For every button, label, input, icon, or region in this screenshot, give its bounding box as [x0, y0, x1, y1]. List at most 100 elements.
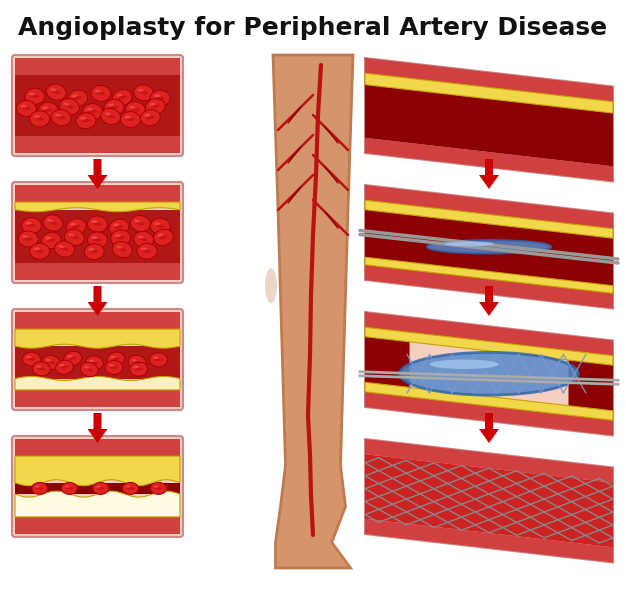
Polygon shape: [365, 383, 613, 420]
Ellipse shape: [66, 218, 86, 235]
Ellipse shape: [93, 483, 109, 494]
Ellipse shape: [118, 96, 126, 99]
Polygon shape: [365, 265, 613, 308]
Ellipse shape: [46, 84, 66, 101]
Ellipse shape: [134, 231, 153, 248]
Ellipse shape: [80, 117, 86, 120]
Ellipse shape: [138, 236, 143, 239]
Ellipse shape: [145, 114, 150, 117]
Ellipse shape: [29, 93, 35, 95]
Ellipse shape: [64, 229, 85, 246]
Ellipse shape: [36, 365, 41, 368]
Ellipse shape: [427, 240, 551, 253]
Ellipse shape: [125, 102, 145, 118]
Ellipse shape: [88, 248, 94, 250]
Ellipse shape: [59, 364, 64, 367]
Ellipse shape: [71, 225, 81, 228]
Ellipse shape: [123, 483, 138, 494]
Ellipse shape: [429, 359, 499, 369]
FancyBboxPatch shape: [12, 182, 183, 283]
Ellipse shape: [130, 106, 135, 109]
Ellipse shape: [128, 355, 146, 369]
Ellipse shape: [70, 223, 76, 226]
Ellipse shape: [22, 235, 28, 238]
Ellipse shape: [44, 109, 53, 112]
Ellipse shape: [64, 486, 69, 488]
Ellipse shape: [133, 361, 141, 364]
Ellipse shape: [93, 223, 102, 226]
Ellipse shape: [111, 358, 120, 361]
Polygon shape: [365, 327, 409, 397]
Ellipse shape: [70, 236, 79, 239]
Ellipse shape: [22, 107, 31, 110]
Ellipse shape: [30, 243, 49, 259]
Ellipse shape: [150, 103, 155, 106]
Bar: [15, 263, 180, 280]
Ellipse shape: [21, 105, 26, 108]
Ellipse shape: [88, 232, 108, 248]
Polygon shape: [88, 159, 108, 189]
Ellipse shape: [59, 245, 64, 248]
Ellipse shape: [51, 109, 71, 126]
Ellipse shape: [133, 366, 139, 368]
Ellipse shape: [38, 367, 46, 370]
Ellipse shape: [106, 114, 115, 118]
Ellipse shape: [91, 236, 98, 239]
Ellipse shape: [154, 95, 160, 97]
Ellipse shape: [156, 224, 165, 228]
Polygon shape: [365, 58, 613, 102]
Ellipse shape: [85, 356, 103, 370]
Ellipse shape: [26, 356, 31, 358]
Polygon shape: [365, 58, 613, 181]
Polygon shape: [273, 55, 353, 568]
Ellipse shape: [85, 244, 104, 260]
FancyBboxPatch shape: [12, 55, 183, 156]
Ellipse shape: [88, 216, 108, 232]
Ellipse shape: [27, 224, 36, 227]
Polygon shape: [365, 519, 613, 562]
Ellipse shape: [91, 220, 98, 223]
Polygon shape: [568, 350, 613, 420]
Ellipse shape: [49, 221, 58, 225]
Ellipse shape: [154, 223, 160, 225]
Polygon shape: [365, 200, 613, 238]
Polygon shape: [365, 200, 613, 293]
Polygon shape: [15, 329, 180, 348]
Ellipse shape: [57, 116, 66, 120]
Ellipse shape: [23, 352, 41, 366]
Ellipse shape: [126, 486, 130, 488]
Ellipse shape: [125, 115, 130, 118]
Bar: [15, 483, 180, 494]
Ellipse shape: [110, 356, 116, 358]
Ellipse shape: [265, 268, 277, 303]
Polygon shape: [365, 312, 613, 356]
Bar: [15, 439, 180, 456]
Ellipse shape: [61, 366, 68, 369]
Polygon shape: [15, 456, 180, 486]
Ellipse shape: [115, 234, 121, 237]
Polygon shape: [479, 413, 499, 443]
Ellipse shape: [108, 104, 114, 107]
Ellipse shape: [90, 362, 98, 364]
Ellipse shape: [135, 368, 143, 371]
Ellipse shape: [81, 119, 90, 123]
Ellipse shape: [30, 111, 49, 127]
Ellipse shape: [25, 89, 45, 104]
Ellipse shape: [126, 118, 135, 121]
Bar: [15, 58, 180, 75]
Ellipse shape: [21, 218, 41, 234]
Ellipse shape: [130, 215, 150, 231]
Ellipse shape: [88, 110, 97, 113]
Polygon shape: [479, 159, 499, 189]
Ellipse shape: [66, 487, 73, 490]
Ellipse shape: [47, 219, 53, 222]
Ellipse shape: [16, 101, 36, 117]
Ellipse shape: [154, 486, 158, 488]
Ellipse shape: [150, 353, 168, 367]
Ellipse shape: [104, 99, 124, 115]
Ellipse shape: [143, 249, 151, 253]
Ellipse shape: [113, 223, 119, 227]
Ellipse shape: [141, 248, 147, 250]
Ellipse shape: [34, 248, 39, 250]
Ellipse shape: [150, 218, 170, 234]
